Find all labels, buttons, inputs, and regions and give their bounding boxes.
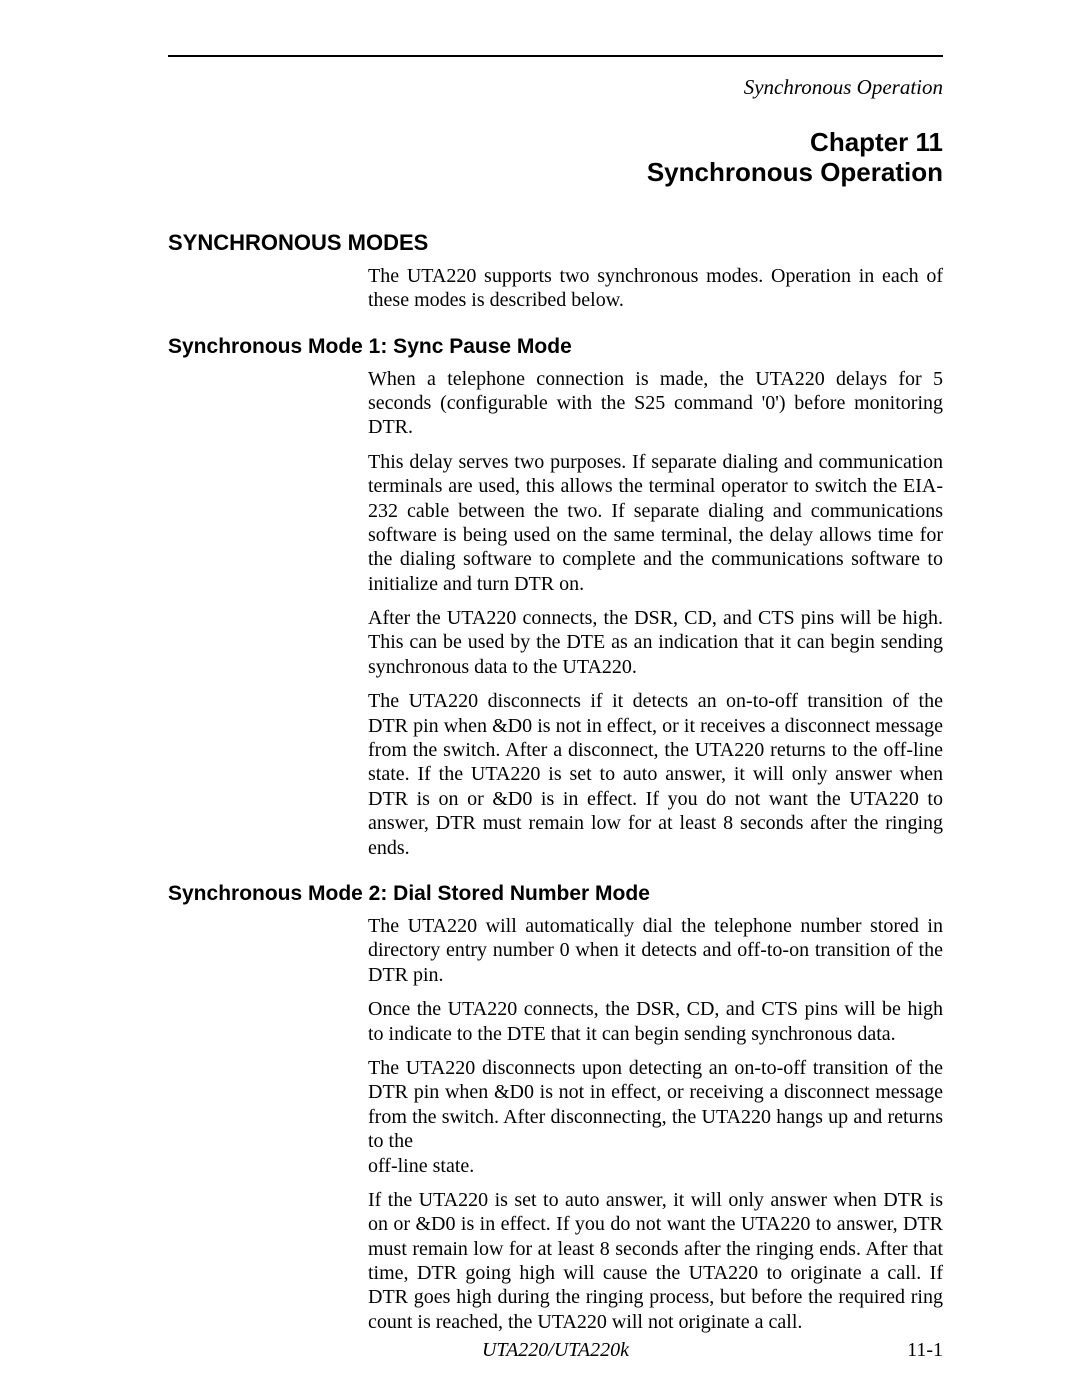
mode2-heading: Synchronous Mode 2: Dial Stored Number M… xyxy=(168,882,943,906)
intro-paragraph: The UTA220 supports two synchronous mode… xyxy=(368,264,943,313)
mode1-p2: This delay serves two purposes. If separ… xyxy=(368,450,943,596)
mode1-heading: Synchronous Mode 1: Sync Pause Mode xyxy=(168,335,943,359)
mode2-p2: Once the UTA220 connects, the DSR, CD, a… xyxy=(368,997,943,1046)
chapter-number: Chapter 11 xyxy=(168,128,943,158)
chapter-title-block: Chapter 11 Synchronous Operation xyxy=(168,128,943,188)
mode1-p3: After the UTA220 connects, the DSR, CD, … xyxy=(368,606,943,679)
page-content: Synchronous Operation Chapter 11 Synchro… xyxy=(168,0,943,1334)
mode2-p3b: off-line state. xyxy=(368,1154,943,1178)
section-heading-main: SYNCHRONOUS MODES xyxy=(168,230,943,256)
chapter-subtitle: Synchronous Operation xyxy=(168,158,943,188)
footer-page-number: 11-1 xyxy=(907,1339,943,1362)
top-rule xyxy=(168,55,943,57)
mode2-p4: If the UTA220 is set to auto answer, it … xyxy=(368,1188,943,1334)
mode2-p1: The UTA220 will automatically dial the t… xyxy=(368,914,943,987)
mode1-p4: The UTA220 disconnects if it detects an … xyxy=(368,689,943,860)
mode1-body: When a telephone connection is made, the… xyxy=(368,367,943,860)
footer-center-text: UTA220/UTA220k xyxy=(168,1339,943,1362)
mode2-body: The UTA220 will automatically dial the t… xyxy=(368,914,943,1334)
running-head: Synchronous Operation xyxy=(168,75,943,100)
intro-body: The UTA220 supports two synchronous mode… xyxy=(368,264,943,313)
mode1-p1: When a telephone connection is made, the… xyxy=(368,367,943,440)
mode2-p3: The UTA220 disconnects upon detecting an… xyxy=(368,1056,943,1154)
